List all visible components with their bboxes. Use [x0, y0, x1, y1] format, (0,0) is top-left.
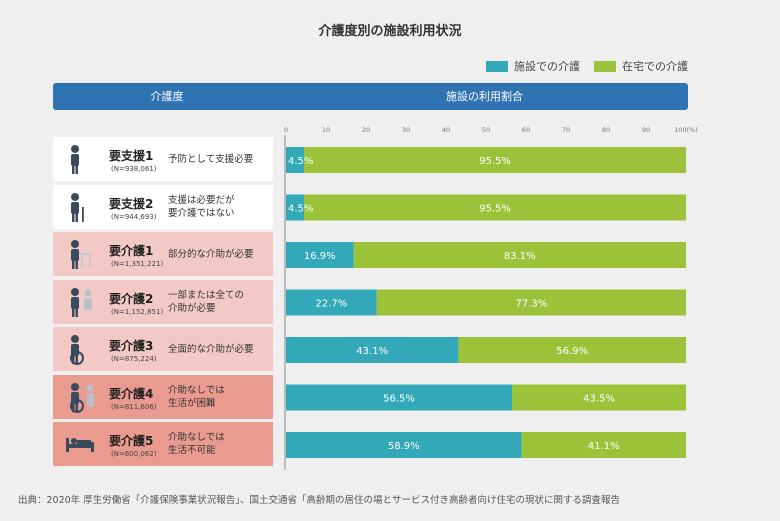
bar-label-facility: 43.1% — [356, 346, 388, 357]
legend-label-facility: 施設での介護 — [514, 60, 580, 73]
x-tick-label: 50 — [482, 126, 490, 134]
legend-swatch-home — [594, 60, 616, 72]
table-header: 介護度 施設の利用割合 — [53, 83, 688, 110]
category-row: 要介護3 (N=875,224) 全面的な介助が必要 — [53, 327, 273, 371]
person-with-cane-icon — [63, 191, 97, 223]
bar-facility — [286, 147, 304, 173]
bar-facility — [286, 432, 522, 458]
description-line: 部分的な介助が必要 — [168, 248, 254, 260]
legend-item-facility: 施設での介護 — [486, 58, 580, 74]
bar-label-facility: 56.5% — [383, 394, 415, 405]
bedridden-person-icon — [63, 428, 97, 460]
bar-label-facility: 4.5% — [288, 204, 313, 215]
x-tick-label: 60 — [522, 126, 530, 134]
legend: 施設での介護 在宅での介護 — [486, 58, 688, 74]
standing-person-icon — [63, 143, 97, 175]
sample-size-label: (N=944,693) — [111, 212, 157, 221]
bar-home — [376, 289, 686, 316]
bar-label-facility: 58.9% — [388, 441, 420, 452]
x-tick-label: 90 — [642, 126, 650, 134]
x-tick-label: 80 — [602, 126, 610, 134]
description-line: 要介護ではない — [168, 207, 235, 219]
care-description: 部分的な介助が必要 — [168, 232, 254, 276]
description-line: 生活が困難 — [168, 397, 216, 409]
x-tick-label: 10 — [322, 126, 330, 134]
care-level-label: 要介護3 — [109, 339, 154, 353]
legend-item-home: 在宅での介護 — [594, 58, 688, 74]
care-level-label: 要介護5 — [109, 434, 154, 448]
sample-size-label: (N=875,224) — [111, 355, 157, 363]
sample-size-label: (N=938,061) — [111, 165, 157, 173]
person-with-walker-icon — [63, 238, 97, 270]
description-line: 介助なしでは — [168, 432, 225, 443]
care-level-label: 要支援2 — [109, 196, 154, 211]
bar-home — [304, 194, 686, 221]
bar-facility — [286, 289, 377, 316]
wheelchair-assisted-icon — [63, 381, 97, 413]
bar-label-home: 95.5% — [479, 204, 511, 215]
assisted-person-icon — [63, 286, 97, 318]
care-level-label: 要支援1 — [109, 149, 154, 163]
bar-label-home: 41.1% — [588, 441, 620, 452]
bar-facility — [286, 337, 459, 363]
bar-facility — [286, 242, 354, 268]
x-tick-label: 30 — [402, 126, 410, 134]
x-tick-label: 100(%) — [674, 126, 698, 134]
sample-size-label: (N=811,606) — [111, 402, 157, 411]
category-row: 要支援2 (N=944,693) 支援は必要だが 要介護ではない — [53, 184, 273, 229]
bar-home — [521, 432, 686, 458]
category-row: 要介護1 (N=1,351,221) 部分的な介助が必要 — [53, 232, 273, 276]
description-line: 一部または全ての — [168, 289, 245, 301]
description-line: 介助なしでは — [168, 384, 225, 396]
bar-label-facility: 22.7% — [316, 299, 348, 310]
source-footer: 出典：2020年 厚生労働省「介護保険事業状況報告」、国土交通省「高齢期の居住の… — [18, 495, 620, 506]
sample-size-label: (N=1,152,851) — [111, 307, 164, 316]
category-row: 要介護5 (N=600,062) 介助なしでは 生活不可能 — [53, 422, 273, 466]
x-tick-label: 0 — [284, 126, 288, 134]
description-line: 支援は必要だが — [168, 194, 235, 206]
sample-size-label: (N=1,351,221) — [111, 260, 164, 268]
care-description: 介助なしでは 生活不可能 — [168, 422, 225, 466]
sample-size-label: (N=600,062) — [111, 450, 157, 458]
bar-home — [304, 147, 686, 173]
bar-label-home: 83.1% — [504, 251, 536, 262]
care-level-label: 要介護2 — [109, 291, 154, 306]
care-description: 全面的な介助が必要 — [168, 327, 254, 371]
bar-label-facility: 4.5% — [288, 156, 313, 167]
description-line: 介助が必要 — [168, 302, 216, 314]
header-usage-ratio: 施設の利用割合 — [446, 90, 523, 103]
bar-home — [353, 242, 686, 268]
bar-facility — [286, 384, 512, 411]
bar-label-home: 77.3% — [516, 299, 548, 310]
care-level-label: 要介護1 — [109, 244, 154, 258]
bar-home — [458, 337, 686, 363]
x-tick-label: 70 — [562, 126, 570, 134]
category-row: 要介護2 (N=1,152,851) 一部または全ての 介助が必要 — [53, 279, 273, 324]
x-tick-label: 40 — [442, 126, 450, 134]
x-tick-label: 20 — [362, 126, 370, 134]
bar-label-home: 95.5% — [479, 156, 511, 167]
chart-title: 介護度別の施設利用状況 — [318, 24, 462, 39]
bar-label-home: 43.5% — [583, 394, 615, 405]
legend-swatch-facility — [486, 60, 508, 72]
care-description: 一部または全ての 介助が必要 — [168, 280, 244, 324]
category-row: 要介護4 (N=811,606) 介助なしでは 生活が困難 — [53, 374, 273, 419]
description-line: 全面的な介助が必要 — [168, 343, 254, 355]
bar-facility — [286, 194, 304, 221]
bar-label-facility: 16.9% — [304, 251, 336, 262]
bar-label-home: 56.9% — [556, 346, 588, 357]
description-line: 生活不可能 — [168, 445, 216, 456]
category-row: 要支援1 (N=938,061) 予防として支援必要 — [53, 137, 273, 181]
care-description: 介助なしでは 生活が困難 — [168, 375, 225, 419]
care-level-label: 要介護4 — [109, 386, 154, 401]
bar-home — [512, 384, 686, 411]
wheelchair-icon — [63, 333, 97, 365]
description-line: 予防として支援必要 — [168, 153, 254, 165]
care-description: 支援は必要だが 要介護ではない — [168, 185, 235, 229]
header-care-level: 介護度 — [150, 90, 184, 103]
legend-label-home: 在宅での介護 — [622, 60, 688, 73]
care-description: 予防として支援必要 — [168, 137, 253, 181]
